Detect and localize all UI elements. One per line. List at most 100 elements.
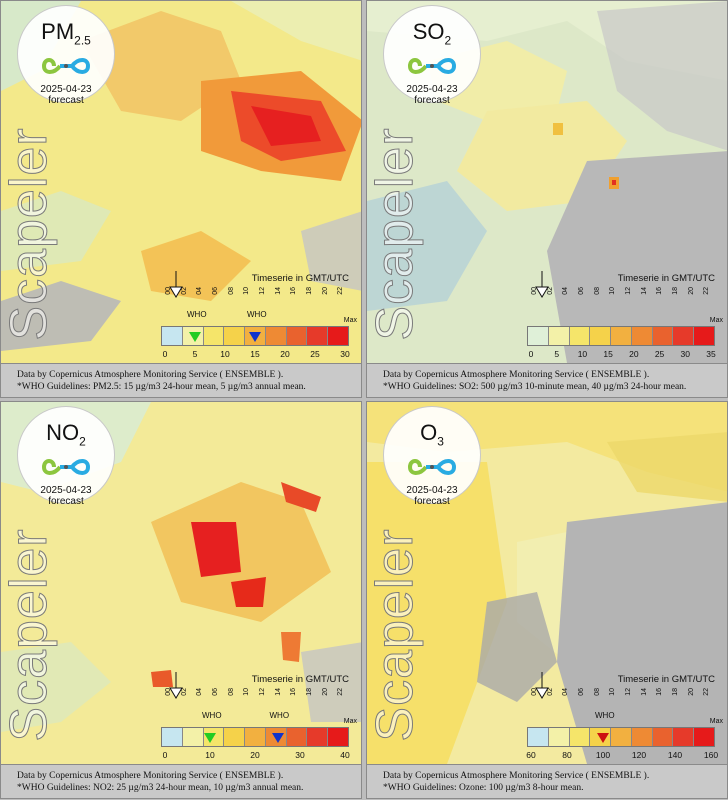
scale-swatch: [528, 728, 549, 746]
timeseries-label: Timeserie in GMT/UTC: [617, 273, 715, 284]
hour-tick: 00: [531, 688, 538, 696]
pollutant-title: PM2.5: [41, 19, 91, 48]
scale-tick: 160: [703, 750, 719, 760]
hour-tick: 02: [546, 688, 554, 696]
timeseries-label: Timeserie in GMT/UTC: [251, 273, 349, 284]
scale-tick: 30: [295, 750, 305, 760]
color-scale: Max 0 5 10 15 20 25 30 WHO WHO: [161, 310, 357, 364]
scale-swatch: [673, 728, 695, 746]
scale-swatch: [694, 728, 715, 746]
scale-max-label: Max: [343, 317, 357, 324]
scale-swatch: [548, 728, 570, 746]
scale-tick: 100: [595, 750, 611, 760]
hour-tick: 04: [562, 688, 570, 696]
data-source-text: Data by Copernicus Atmosphere Monitoring…: [17, 370, 284, 380]
scale-swatch: [182, 728, 204, 746]
hour-tick: 16: [290, 688, 298, 696]
scale-swatch: [631, 728, 653, 746]
scale-swatch: [162, 728, 183, 746]
panel-no2: NO2 2025-04-23 forecast Scapeler Timeser…: [0, 401, 362, 799]
scale-tick-labels: 60 80 100 120 140 160: [526, 750, 723, 762]
current-time-arrow-icon: [535, 672, 549, 699]
scale-tick: 35: [706, 349, 716, 359]
scale-tick: 0: [162, 349, 168, 359]
data-source-text: Data by Copernicus Atmosphere Monitoring…: [383, 771, 650, 781]
hour-tick: 18: [672, 287, 679, 295]
hour-tick: 12: [259, 287, 266, 295]
who-guideline-text: *WHO Guidelines: NO2: 25 µg/m3 24-hour m…: [17, 783, 304, 793]
pollutant-title: SO2: [412, 19, 452, 48]
pm25-map-svg: [1, 1, 361, 363]
scale-tick: 40: [340, 750, 350, 760]
hour-tick: 00: [165, 287, 172, 295]
panel-footer: Data by Copernicus Atmosphere Monitoring…: [1, 764, 361, 798]
scale-swatch: [590, 327, 612, 345]
hour-tick: 06: [212, 688, 219, 696]
hour-tick: 20: [687, 688, 695, 696]
timeseries-label: Timeserie in GMT/UTC: [617, 674, 715, 685]
forecast-date: 2025-04-23: [40, 485, 92, 497]
brand-watermark: Scapeler: [366, 528, 425, 742]
scale-tick: 0: [162, 750, 168, 760]
hour-tick: 02: [180, 287, 188, 295]
data-source-text: Data by Copernicus Atmosphere Monitoring…: [17, 771, 284, 781]
forecast-label: forecast: [414, 95, 450, 107]
scale-tick: 5: [554, 349, 560, 359]
scale-swatch: [652, 728, 674, 746]
panel-footer: Data by Copernicus Atmosphere Monitoring…: [1, 363, 361, 397]
scale-swatch: [569, 327, 591, 345]
hour-timeline: 00 02 04 06 08 10 12 14 16 18 20 22: [161, 688, 357, 700]
panel-footer: Data by Copernicus Atmosphere Monitoring…: [367, 764, 727, 798]
hour-tick: 00: [531, 287, 538, 295]
who-marker-label: WHO: [187, 310, 207, 319]
scale-swatch: [307, 327, 329, 345]
scale-tick: 25: [654, 349, 665, 359]
cams-logo-icon: [41, 58, 91, 75]
who-marker-label: WHO: [595, 711, 615, 720]
hour-tick: 04: [196, 688, 204, 696]
scale-tick: 20: [280, 349, 290, 359]
who-marker-label: WHO: [247, 310, 267, 319]
scale-swatch: [611, 327, 632, 345]
hour-tick: 06: [578, 287, 585, 295]
pollutant-title: NO2: [46, 420, 86, 449]
hour-tick: 08: [227, 287, 235, 295]
current-time-arrow-icon: [169, 672, 183, 699]
who-marker-icon: [189, 332, 201, 342]
scale-tick: 20: [250, 750, 260, 760]
hour-tick: 10: [609, 287, 617, 295]
brand-watermark: Scapeler: [366, 127, 425, 341]
scale-swatch: [286, 728, 308, 746]
hour-tick: 20: [321, 688, 329, 696]
hour-tick: 18: [306, 688, 313, 696]
scale-tick: 140: [667, 750, 683, 760]
color-scale-bar: [161, 727, 349, 747]
hour-tick: 16: [290, 287, 298, 295]
color-scale: Max 0 5 10 15 20 25 30 35: [527, 314, 723, 364]
scale-tick: 30: [680, 349, 691, 359]
scale-swatch: [631, 327, 653, 345]
who-guideline-text: *WHO Guidelines: PM2.5: 15 µg/m3 24-hour…: [17, 382, 306, 392]
pollutant-badge: SO2 2025-04-23 forecast: [383, 5, 481, 107]
current-time-arrow-icon: [535, 271, 549, 298]
scale-tick-labels: 0 5 10 15 20 25 30 35: [527, 349, 723, 361]
scale-tick-labels: 0 5 10 15 20 25 30: [161, 349, 357, 361]
scale-swatch: [245, 728, 266, 746]
scale-swatch: [528, 327, 549, 345]
who-marker-icon: [204, 733, 216, 743]
hour-tick: 14: [640, 287, 648, 295]
pm25-map: [1, 1, 361, 363]
color-scale-bar: [527, 326, 715, 346]
who-marker-icon: [249, 332, 261, 342]
hour-timeline: 00 02 04 06 08 10 12 14 16 18 20 22: [161, 287, 357, 299]
hour-tick: 22: [703, 688, 711, 696]
scale-tick-labels: 0 10 20 30 40: [161, 750, 357, 762]
hour-tick: 02: [546, 287, 554, 295]
scale-swatch: [569, 728, 591, 746]
hour-tick: 14: [640, 688, 648, 696]
scale-tick: 15: [603, 349, 613, 359]
scale-swatch: [286, 327, 308, 345]
hour-tick: 14: [274, 688, 282, 696]
hour-tick: 04: [562, 287, 570, 295]
